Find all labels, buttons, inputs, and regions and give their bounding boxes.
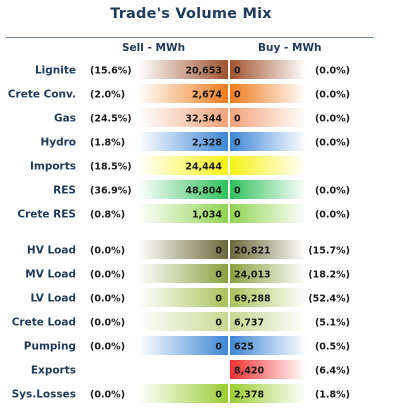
sell-pct-res: (36.9%) <box>90 186 132 197</box>
row-label-mv-load: MV Load <box>25 269 76 281</box>
buy-value-hydro: 0 <box>234 138 241 149</box>
sell-pct-crete-load: (0.0%) <box>90 318 125 329</box>
buy-value-res: 0 <box>234 186 241 197</box>
sell-cell-pumping <box>138 336 228 355</box>
sell-cell-gas <box>138 108 228 127</box>
row-label-gas: Gas <box>54 113 76 125</box>
buy-cell-crete-res <box>230 204 306 223</box>
buy-cell-hydro <box>230 132 306 151</box>
sell-pct-imports: (18.5%) <box>90 162 132 173</box>
title-rule <box>6 37 374 38</box>
buy-pct-hv-load: (15.7%) <box>308 246 350 257</box>
sell-cell-lignite <box>138 60 228 79</box>
buy-cell-res <box>230 180 306 199</box>
row-label-imports: Imports <box>30 161 76 173</box>
chart-title: Trade's Volume Mix <box>110 6 272 22</box>
buy-cell-hv-load <box>230 240 306 259</box>
row-label-crete-res: Crete RES <box>17 209 76 221</box>
buy-pct-sys-losses: (1.8%) <box>315 390 350 401</box>
sell-value-imports: 24,444 <box>185 162 222 173</box>
buy-cell-sys-losses <box>230 384 306 403</box>
sell-value-sys-losses: 0 <box>215 390 222 401</box>
buy-pct-crete-load: (5.1%) <box>315 318 350 329</box>
row-label-res: RES <box>53 185 76 197</box>
sell-pct-lv-load: (0.0%) <box>90 294 125 305</box>
sell-value-crete-conv: 2,674 <box>192 90 222 101</box>
buy-pct-crete-res: (0.0%) <box>315 210 350 221</box>
sell-value-hv-load: 0 <box>215 246 222 257</box>
sell-pct-sys-losses: (0.0%) <box>90 390 125 401</box>
sell-pct-hv-load: (0.0%) <box>90 246 125 257</box>
buy-value-crete-conv: 0 <box>234 90 241 101</box>
sell-cell-hv-load <box>138 240 228 259</box>
sell-pct-crete-conv: (2.0%) <box>90 90 125 101</box>
buy-pct-crete-conv: (0.0%) <box>315 90 350 101</box>
buy-pct-pumping: (0.5%) <box>315 342 350 353</box>
sell-value-mv-load: 0 <box>215 270 222 281</box>
buy-pct-res: (0.0%) <box>315 186 350 197</box>
sell-pct-pumping: (0.0%) <box>90 342 125 353</box>
row-label-hv-load: HV Load <box>27 245 76 257</box>
buy-column-header: Buy - MWh <box>258 42 322 54</box>
buy-pct-gas: (0.0%) <box>315 114 350 125</box>
buy-pct-hydro: (0.0%) <box>315 138 350 149</box>
buy-cell-crete-load <box>230 312 306 331</box>
buy-value-lv-load: 69,288 <box>234 294 271 305</box>
sell-cell-crete-res <box>138 204 228 223</box>
buy-cell-imports <box>230 156 306 175</box>
sell-value-lignite: 20,653 <box>185 66 222 77</box>
buy-cell-lv-load <box>230 288 306 307</box>
buy-pct-lignite: (0.0%) <box>315 66 350 77</box>
sell-cell-lv-load <box>138 288 228 307</box>
buy-pct-exports: (6.4%) <box>315 366 350 377</box>
buy-value-gas: 0 <box>234 114 241 125</box>
sell-column-header: Sell - MWh <box>122 42 186 54</box>
sell-pct-crete-res: (0.8%) <box>90 210 125 221</box>
row-label-lignite: Lignite <box>35 65 76 77</box>
sell-value-res: 48,804 <box>185 186 222 197</box>
row-label-crete-load: Crete Load <box>12 317 76 329</box>
row-label-pumping: Pumping <box>24 341 76 353</box>
sell-cell-crete-conv <box>138 84 228 103</box>
buy-value-pumping: 625 <box>234 342 254 353</box>
sell-pct-lignite: (15.6%) <box>90 66 132 77</box>
buy-cell-gas <box>230 108 306 127</box>
sell-pct-mv-load: (0.0%) <box>90 270 125 281</box>
sell-cell-crete-load <box>138 312 228 331</box>
row-label-exports: Exports <box>31 365 76 377</box>
buy-cell-exports <box>230 360 306 379</box>
buy-value-sys-losses: 2,378 <box>234 390 264 401</box>
buy-pct-mv-load: (18.2%) <box>308 270 350 281</box>
buy-value-crete-load: 6,737 <box>234 318 264 329</box>
sell-cell-mv-load <box>138 264 228 283</box>
sell-value-lv-load: 0 <box>215 294 222 305</box>
sell-value-crete-load: 0 <box>215 318 222 329</box>
buy-cell-crete-conv <box>230 84 306 103</box>
buy-pct-lv-load: (52.4%) <box>308 294 350 305</box>
buy-value-crete-res: 0 <box>234 210 241 221</box>
sell-cell-sys-losses <box>138 384 228 403</box>
sell-cell-res <box>138 180 228 199</box>
buy-cell-lignite <box>230 60 306 79</box>
sell-value-gas: 32,344 <box>185 114 222 125</box>
sell-value-hydro: 2,328 <box>192 138 222 149</box>
sell-cell-imports <box>138 156 228 175</box>
buy-cell-mv-load <box>230 264 306 283</box>
buy-value-lignite: 0 <box>234 66 241 77</box>
row-label-lv-load: LV Load <box>30 293 76 305</box>
buy-value-hv-load: 20,821 <box>234 246 271 257</box>
row-label-crete-conv: Crete Conv. <box>8 89 76 101</box>
sell-pct-hydro: (1.8%) <box>90 138 125 149</box>
sell-value-pumping: 0 <box>215 342 222 353</box>
buy-cell-pumping <box>230 336 306 355</box>
sell-cell-hydro <box>138 132 228 151</box>
buy-value-exports: 8,420 <box>234 366 264 377</box>
sell-pct-gas: (24.5%) <box>90 114 132 125</box>
row-label-hydro: Hydro <box>40 137 76 149</box>
row-label-sys-losses: Sys.Losses <box>12 389 76 401</box>
sell-value-crete-res: 1,034 <box>192 210 222 221</box>
buy-value-mv-load: 24,013 <box>234 270 271 281</box>
